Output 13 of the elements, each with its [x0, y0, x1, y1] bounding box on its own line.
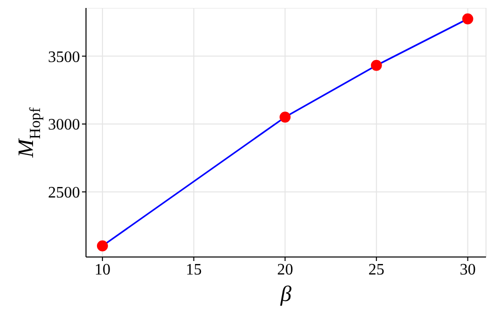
- x-axis-title: β: [280, 281, 292, 306]
- x-tick-label: 15: [186, 261, 202, 278]
- x-tick-label: 25: [368, 261, 384, 278]
- point: [96, 240, 108, 252]
- point: [280, 112, 291, 123]
- point: [462, 13, 474, 24]
- x-tick-label: 30: [460, 261, 476, 278]
- point: [370, 60, 382, 71]
- y-tick-label: 3500: [48, 48, 80, 66]
- x-tick-label: 10: [94, 261, 110, 278]
- y-tick-label: 3000: [48, 116, 80, 134]
- y-tick-label: 2500: [48, 184, 80, 202]
- x-tick-label: 20: [277, 261, 294, 278]
